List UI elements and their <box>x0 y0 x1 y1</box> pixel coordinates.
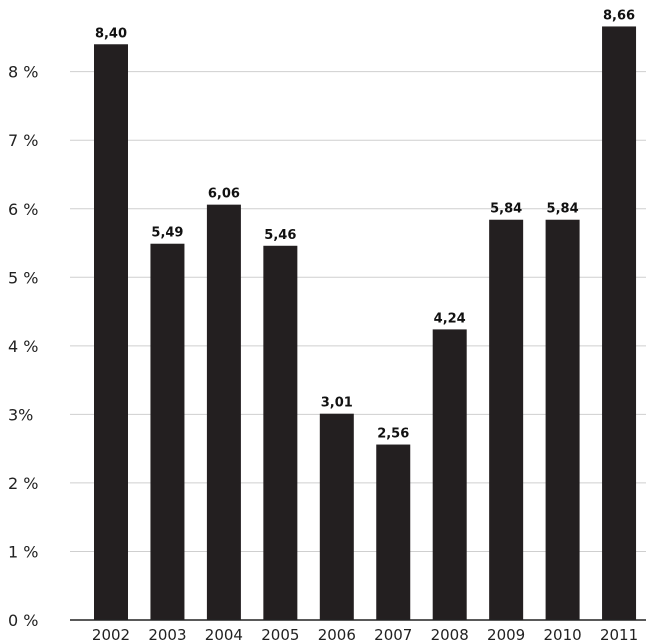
bar <box>489 219 524 620</box>
bar <box>319 413 354 620</box>
bar <box>94 44 128 621</box>
bar <box>150 243 185 620</box>
x-tick-label: 2004 <box>205 626 243 644</box>
bar <box>432 329 467 620</box>
y-tick-label: 6 % <box>8 200 38 219</box>
bar-value-label: 6,06 <box>208 187 240 202</box>
x-tick-label: 2009 <box>487 626 525 644</box>
bar-value-label: 5,84 <box>490 202 522 217</box>
x-tick-label: 2011 <box>600 626 638 644</box>
bar <box>376 444 411 620</box>
y-tick-label: 4 % <box>8 337 38 356</box>
y-tick-label: 0 % <box>8 611 38 630</box>
bars <box>94 26 637 621</box>
bar-value-label: 8,40 <box>95 26 127 41</box>
y-tick-label: 3% <box>8 405 33 424</box>
y-tick-label: 8 % <box>8 63 38 82</box>
x-tick-label: 2007 <box>374 626 412 644</box>
axes: 0 % 1 % 2 % 3% 4 % 5 % 6 % 7 % 8 % 2002 2003 2004 20… <box>8 63 646 644</box>
y-tick-label: 5 % <box>8 268 38 287</box>
y-tick-label: 2 % <box>8 474 38 493</box>
y-tick-label: 1 % <box>8 542 38 561</box>
x-tick-label: 2003 <box>148 626 186 644</box>
bar-value-label: 5,46 <box>264 228 296 243</box>
bar-value-label: 8,66 <box>603 8 635 23</box>
bar-value-label: 3,01 <box>321 396 353 411</box>
bar <box>263 245 298 621</box>
x-tick-label: 2010 <box>544 626 582 644</box>
x-tick-label: 2002 <box>92 626 130 644</box>
bar-value-label: 4,24 <box>434 311 466 326</box>
x-tick-label: 2006 <box>318 626 356 644</box>
bar-value-label: 2,56 <box>377 427 409 442</box>
bar <box>545 219 580 620</box>
bar-value-label: 5,84 <box>547 202 579 217</box>
x-tick-label: 2005 <box>261 626 299 644</box>
x-tick-label: 2008 <box>431 626 469 644</box>
y-tick-label: 7 % <box>8 131 38 150</box>
bar-value-label: 5,49 <box>151 226 183 241</box>
data-labels: 8,40 5,49 6,06 5,46 3,01 2,56 4,24 5,84 5,84 8,66 <box>95 8 635 441</box>
bar <box>602 26 637 620</box>
bar <box>206 204 241 621</box>
